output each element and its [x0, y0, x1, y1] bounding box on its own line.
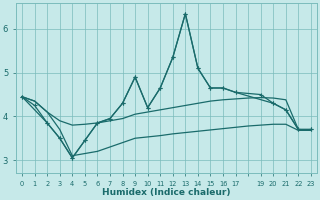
X-axis label: Humidex (Indice chaleur): Humidex (Indice chaleur): [102, 188, 231, 197]
